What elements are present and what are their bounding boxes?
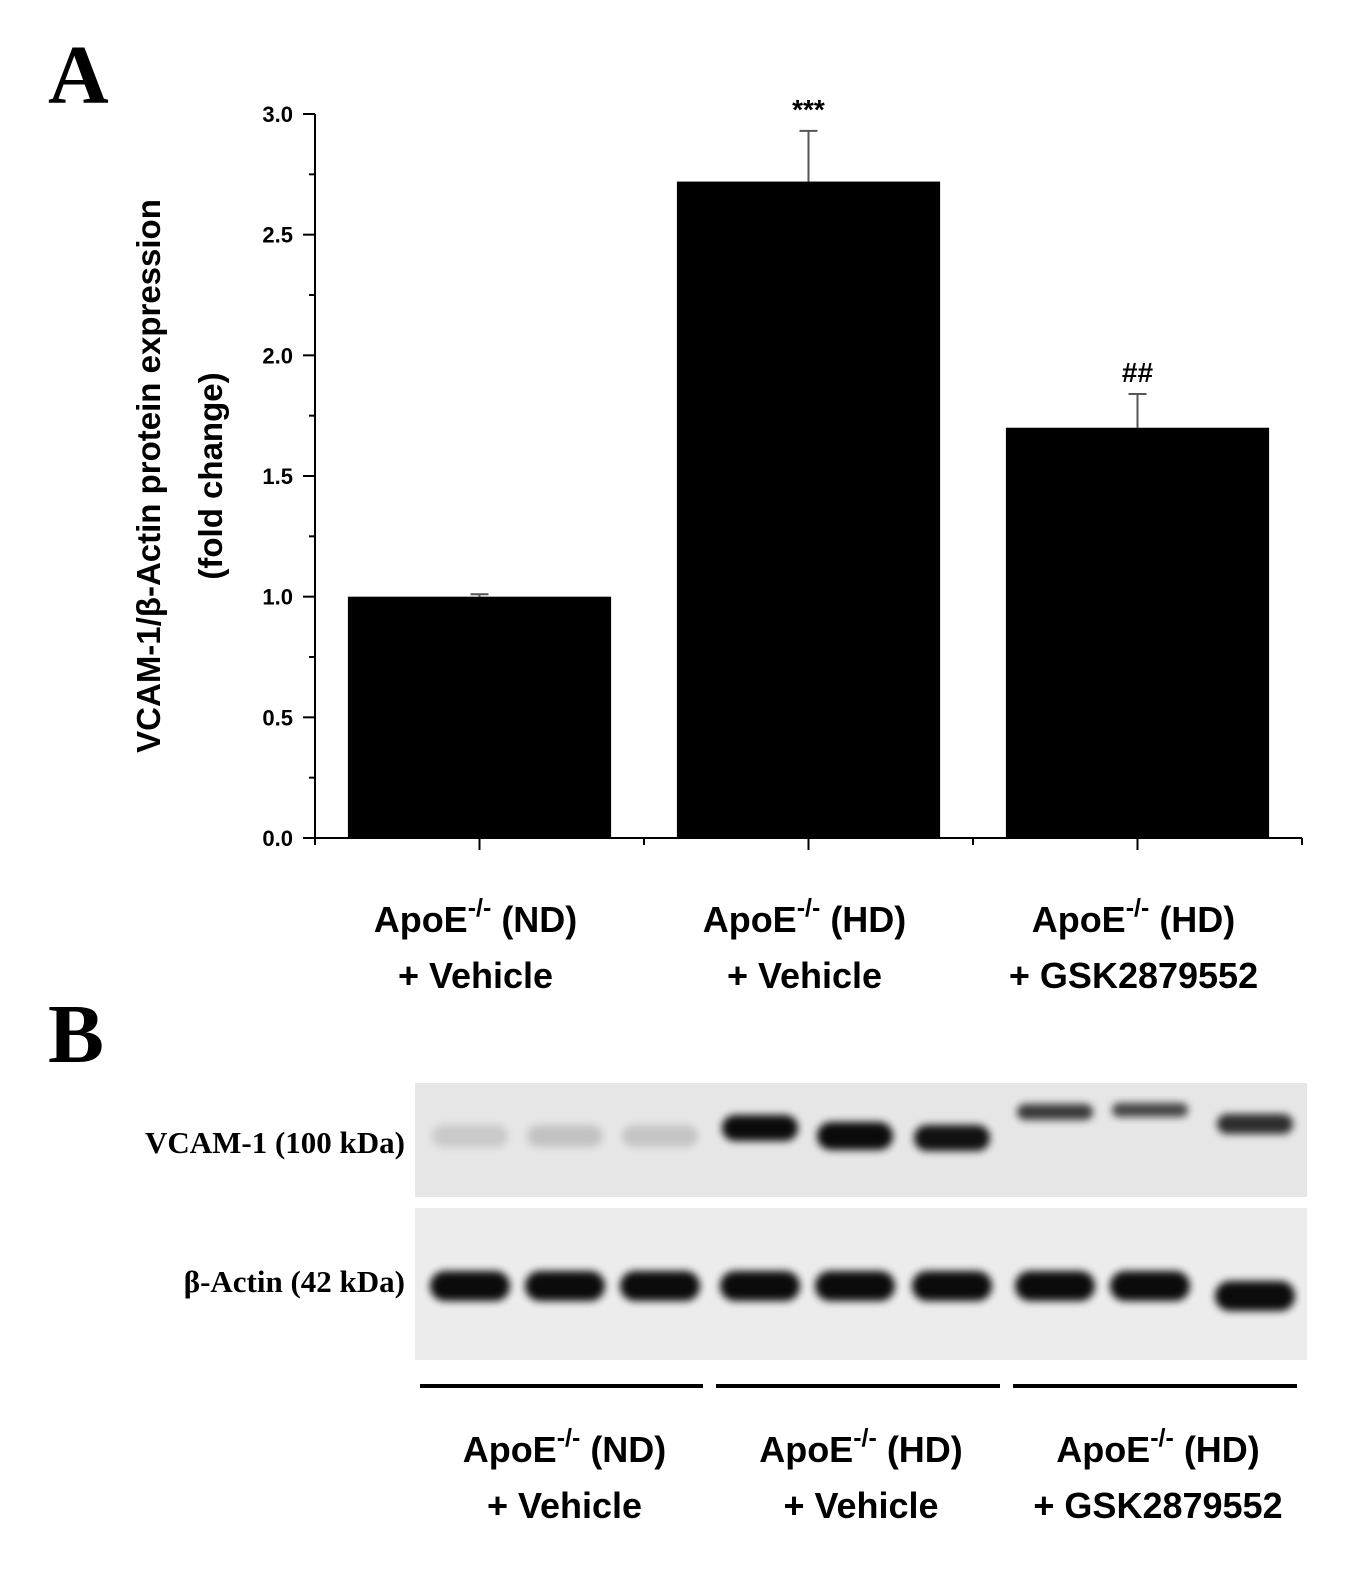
x-tick-label-part: ApoE <box>1032 899 1126 940</box>
blot-band <box>722 1115 798 1141</box>
x-tick-label-part: ApoE <box>374 899 468 940</box>
y-tick-label: 1.0 <box>262 585 293 610</box>
blot-band <box>1215 1281 1295 1311</box>
blot-band <box>527 1125 603 1147</box>
y-tick-label: 2.0 <box>262 343 293 368</box>
group-label-part: (HD) <box>1174 1429 1260 1470</box>
bar <box>676 181 941 838</box>
y-tick-label: 3.0 <box>262 102 293 127</box>
group-label: + Vehicle <box>783 1485 938 1526</box>
blot-bands <box>430 1103 1295 1311</box>
panel-label: A <box>48 29 109 122</box>
group-label: + Vehicle <box>487 1485 642 1526</box>
group-label-part: ApoE <box>759 1429 853 1470</box>
x-tick-label-superscript: -/- <box>1126 894 1150 922</box>
blot-band <box>720 1271 800 1301</box>
blot-band <box>1112 1103 1188 1117</box>
x-tick-label: + GSK2879552 <box>1009 955 1258 996</box>
significance-label: *** <box>792 94 825 125</box>
blot-band <box>817 1122 893 1150</box>
significance-label: ## <box>1122 357 1154 388</box>
x-tick-label-part: (ND) <box>491 899 577 940</box>
x-tick-label-superscript: -/- <box>797 894 821 922</box>
x-tick-label: ApoE-/- (HD) <box>703 894 907 940</box>
group-label: ApoE-/- (HD) <box>1056 1424 1260 1470</box>
panel-label: B <box>48 988 104 1081</box>
blot-band <box>432 1125 508 1147</box>
blot-band <box>914 1125 990 1151</box>
group-label-part: ApoE <box>463 1429 557 1470</box>
bar <box>347 596 612 838</box>
blot-band <box>525 1271 605 1301</box>
blot-band <box>1017 1104 1093 1120</box>
y-axis-label: VCAM-1/β-Actin protein expression <box>130 199 167 753</box>
blot-band <box>1217 1114 1293 1134</box>
group-label: ApoE-/- (ND) <box>463 1424 667 1470</box>
group-label: ApoE-/- (HD) <box>759 1424 963 1470</box>
blot-band <box>1110 1271 1190 1301</box>
bar <box>1005 427 1270 838</box>
x-tick-label-part: ApoE <box>703 899 797 940</box>
x-tick-label-part: (HD) <box>1149 899 1235 940</box>
group-label-part: (ND) <box>580 1429 666 1470</box>
group-label-superscript: -/- <box>853 1424 877 1452</box>
blot-row-label: VCAM-1 (100 kDa) <box>145 1125 405 1160</box>
group-label-superscript: -/- <box>1150 1424 1174 1452</box>
x-tick-label: + Vehicle <box>727 955 882 996</box>
blot-band <box>815 1271 895 1301</box>
group-label: + GSK2879552 <box>1033 1485 1282 1526</box>
y-tick-label: 0.5 <box>262 705 293 730</box>
group-label-superscript: -/- <box>557 1424 581 1452</box>
blot-band <box>430 1271 510 1301</box>
x-tick-label: + Vehicle <box>398 955 553 996</box>
y-axis-label: (fold change) <box>192 372 229 579</box>
blot-band <box>622 1125 698 1147</box>
blot-band <box>620 1271 700 1301</box>
group-label-part: ApoE <box>1056 1429 1150 1470</box>
y-tick-label: 0.0 <box>262 826 293 851</box>
blot-row-label: β-Actin (42 kDa) <box>184 1264 405 1299</box>
blot-band <box>1015 1271 1095 1301</box>
x-tick-label-superscript: -/- <box>468 894 492 922</box>
x-tick-label: ApoE-/- (HD) <box>1032 894 1236 940</box>
x-tick-label: ApoE-/- (ND) <box>374 894 578 940</box>
y-tick-label: 1.5 <box>262 464 293 489</box>
group-label-part: (HD) <box>877 1429 963 1470</box>
blot-band <box>912 1271 992 1301</box>
x-tick-label-part: (HD) <box>820 899 906 940</box>
y-tick-label: 2.5 <box>262 223 293 248</box>
